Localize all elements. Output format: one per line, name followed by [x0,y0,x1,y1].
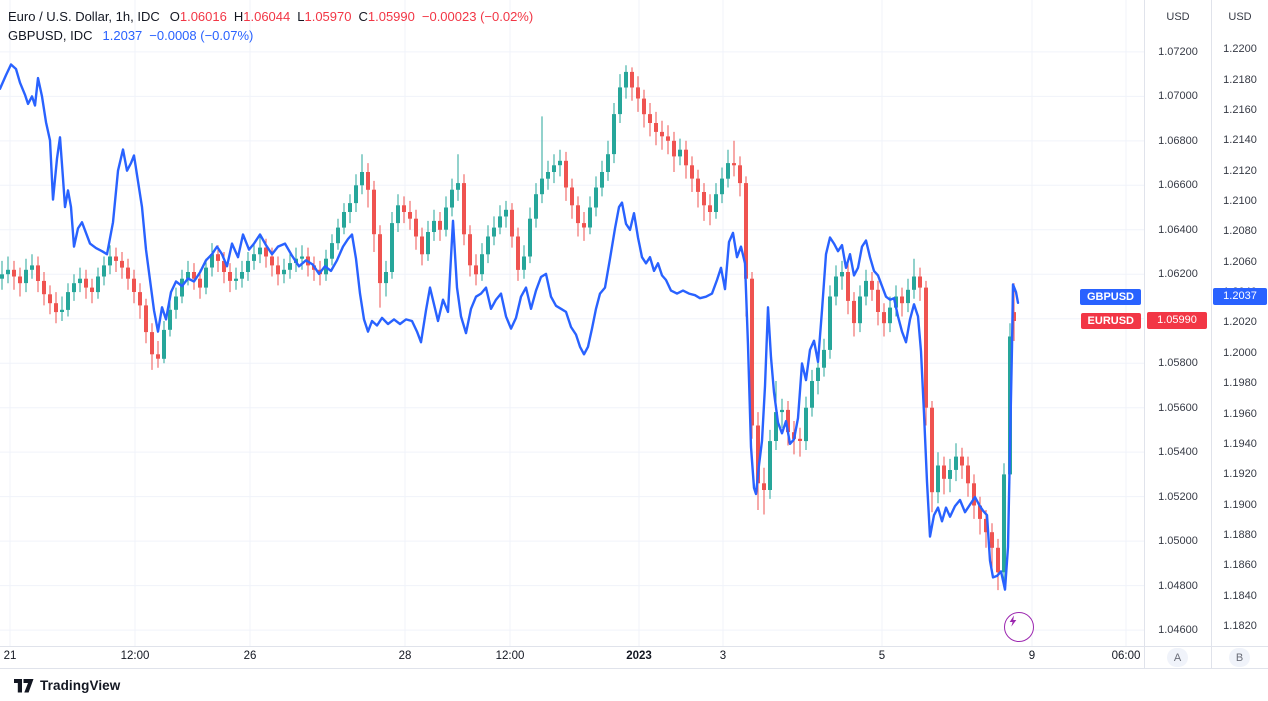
overlay-value: 1.2037 [102,28,143,43]
price-tick-label: 1.1980 [1223,377,1257,390]
overlay-title: GBPUSD, IDC [8,28,93,43]
gbpusd-price-badge: 1.2037 [1213,288,1267,306]
ohlc-open: O1.06016 [169,9,227,24]
gbp-scale-unit: USD [1228,11,1252,23]
symbol-title: Euro / U.S. Dollar, 1h, IDC [8,9,160,24]
eurusd-series-badge: EURUSD [1080,312,1141,329]
price-tick-label: 1.2140 [1223,134,1257,147]
time-tick-label: 26 [243,650,257,662]
price-tick-label: 1.06600 [1158,179,1198,192]
price-tick-label: 1.1820 [1223,620,1257,632]
scale-separator [1211,0,1212,669]
price-tick-label: 1.2080 [1223,225,1257,238]
price-tick-label: 1.2200 [1223,43,1257,56]
price-tick-label: 1.06200 [1158,268,1198,281]
price-tick-label: 1.2100 [1223,195,1257,208]
eurusd-price-scale[interactable]: USD 1.07200 1.07000 1.06800 1.06600 1.06400 1… [1145,0,1211,646]
price-tick-label: 1.1960 [1223,407,1257,420]
chart-canvas [0,0,1144,646]
ohlc-close: C1.05990 [358,9,415,24]
time-tick-label: 28 [398,650,412,662]
price-tick-label: 1.05800 [1158,357,1198,370]
price-tick-label: 1.1860 [1223,559,1257,572]
eurusd-price-badge: 1.05990 [1147,312,1207,330]
time-tick-label: 3 [719,650,727,662]
overlay-change: −0.0008 (−0.07%) [149,28,254,43]
price-tick-label: 1.06800 [1158,134,1198,147]
legend-row-eurusd[interactable]: Euro / U.S. Dollar, 1h, IDC O1.06016 H1.… [8,9,533,24]
time-tick-label: 06:00 [1111,650,1141,662]
price-tick-label: 1.2160 [1223,104,1257,117]
time-tick-label: 12:00 [495,650,525,662]
scale-separator [1144,0,1145,669]
main-chart-pane[interactable]: Euro / U.S. Dollar, 1h, IDC O1.06016 H1.… [0,0,1144,646]
lightning-icon [1009,615,1017,627]
flash-events-button[interactable] [1004,612,1034,642]
price-tick-label: 1.1940 [1223,437,1257,450]
symbol-change: −0.00023 (−0.02%) [421,9,534,24]
price-tick-label: 1.05400 [1158,446,1198,459]
price-tick-label: 1.1920 [1223,468,1257,481]
time-tick-label: 2023 [626,650,652,662]
price-tick-label: 1.04800 [1158,579,1198,592]
price-tick-label: 1.06400 [1158,223,1198,236]
ohlc-low: L1.05970 [297,9,352,24]
price-tick-label: 1.07200 [1158,45,1198,58]
price-tick-label: 1.07000 [1158,90,1198,103]
price-tick-label: 1.2000 [1223,346,1257,359]
axis-separator [0,646,1268,647]
tradingview-logo[interactable]: TradingView [14,678,120,693]
price-tick-label: 1.2120 [1223,164,1257,177]
gbpusd-price-scale[interactable]: USD 1.2200 1.2180 1.2160 1.2140 1.2120 1.2100… [1212,0,1268,646]
price-tick-label: 1.05000 [1158,535,1198,548]
eur-scale-unit: USD [1166,11,1190,23]
price-tick-label: 1.2180 [1223,73,1257,86]
legend-row-gbpusd[interactable]: GBPUSD, IDC 1.2037 −0.0008 (−0.07%) [8,28,253,43]
ohlc-high: H1.06044 [233,9,291,24]
gbpusd-series-badge: GBPUSD [1079,288,1141,305]
time-axis[interactable]: 21 12:00 26 28 12:00 2023 3 5 9 06:00 [0,647,1144,668]
widget-bottom-separator [0,668,1268,669]
scale-a-button[interactable]: A [1167,648,1188,667]
time-tick-label: 21 [3,650,17,662]
price-tick-label: 1.04600 [1158,624,1198,637]
price-tick-label: 1.1900 [1223,498,1257,511]
tradingview-logo-icon [14,678,34,692]
tradingview-logo-text: TradingView [40,678,121,693]
price-tick-label: 1.2020 [1223,316,1257,329]
price-tick-label: 1.05200 [1158,490,1198,503]
scale-b-button[interactable]: B [1229,648,1250,667]
price-tick-label: 1.1880 [1223,528,1257,541]
time-tick-label: 12:00 [120,650,150,662]
time-tick-label: 9 [1028,650,1036,662]
price-tick-label: 1.2060 [1223,255,1257,268]
price-tick-label: 1.05600 [1158,401,1198,414]
time-tick-label: 5 [878,650,886,662]
price-tick-label: 1.1840 [1223,589,1257,602]
